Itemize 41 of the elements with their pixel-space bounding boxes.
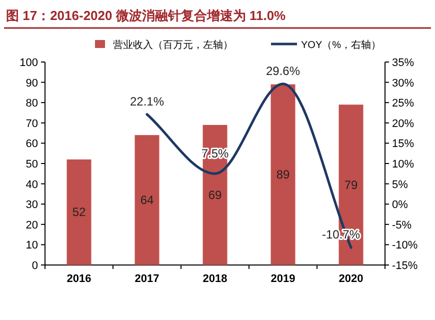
x-tick-label: 2020 bbox=[338, 273, 364, 285]
bar bbox=[66, 159, 92, 265]
y2-tick-label: -15% bbox=[392, 260, 418, 272]
y-tick-label: 30 bbox=[26, 199, 38, 212]
x-tick-label: 2019 bbox=[270, 273, 296, 285]
data-label: 79 bbox=[344, 178, 358, 192]
y-tick-label: 0 bbox=[32, 260, 38, 272]
y-tick-label: 70 bbox=[26, 118, 38, 130]
y2-tick-label: -5% bbox=[392, 219, 412, 232]
y2-tick-label: -10% bbox=[392, 240, 418, 252]
bar bbox=[270, 84, 296, 265]
y-tick-label: 80 bbox=[26, 98, 38, 110]
y-tick-label: 90 bbox=[26, 77, 38, 90]
y2-tick-label: 15% bbox=[392, 138, 414, 150]
y-tick-label: 10 bbox=[26, 240, 38, 252]
chart-title: 图 17：2016-2020 微波消融针复合增速为 11.0% bbox=[6, 8, 286, 23]
data-label: 29.6% bbox=[266, 64, 300, 78]
data-label: 69 bbox=[208, 188, 222, 202]
y-tick-label: 60 bbox=[26, 138, 38, 150]
y-tick-label: 40 bbox=[26, 178, 38, 191]
x-tick-label: 2016 bbox=[66, 273, 92, 285]
y2-tick-label: 25% bbox=[392, 98, 414, 110]
x-tick-label: 2018 bbox=[202, 273, 228, 285]
data-label: 64 bbox=[140, 193, 154, 208]
y2-tick-label: 0% bbox=[392, 199, 408, 212]
y2-tick-label: 30% bbox=[392, 77, 414, 90]
bar bbox=[134, 135, 160, 265]
data-label: 89 bbox=[276, 168, 290, 182]
y-tick-label: 20 bbox=[26, 219, 38, 232]
y2-tick-label: 5% bbox=[392, 178, 408, 191]
y-tick-label: 100 bbox=[20, 57, 38, 69]
y2-tick-label: 10% bbox=[392, 158, 414, 170]
y-tick-label: 50 bbox=[26, 158, 38, 170]
data-label: 52 bbox=[72, 205, 86, 220]
legend-label: 营业收入（百万元，左轴） bbox=[113, 39, 233, 51]
y2-tick-label: 20% bbox=[392, 118, 414, 130]
y2-tick-label: 35% bbox=[392, 57, 414, 69]
x-tick-label: 2017 bbox=[134, 273, 160, 285]
legend-label: YOY（%，右轴） bbox=[301, 39, 382, 51]
data-label: -10.7% bbox=[322, 228, 360, 242]
data-label: 22.1% bbox=[130, 94, 164, 108]
